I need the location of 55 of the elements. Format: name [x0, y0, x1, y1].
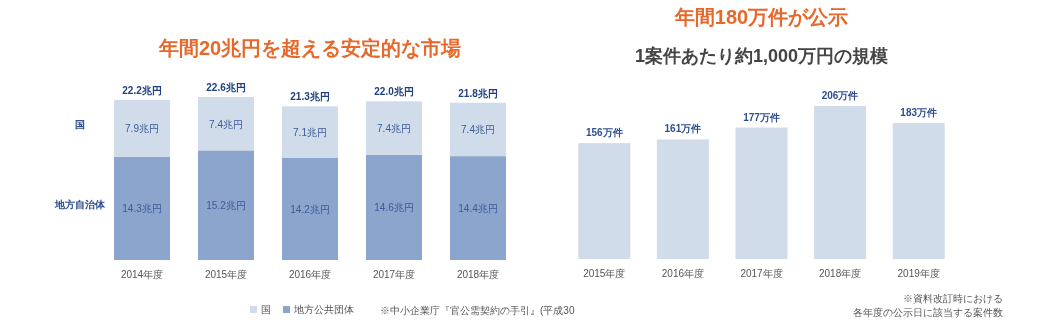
text: ※資料改訂時における: [903, 293, 1003, 304]
bar: [114, 156, 170, 260]
bar: [198, 150, 254, 260]
bar: [282, 106, 338, 158]
bar: [114, 99, 170, 157]
chart-title: 年間20兆円を超える安定的な市場: [157, 37, 462, 59]
data-label: 14.2兆円: [290, 203, 330, 215]
chart-title: 年間180万件が公示: [673, 6, 849, 28]
data-label: 15.2兆円: [206, 200, 246, 212]
data-label: 7.4兆円: [377, 123, 411, 135]
x-tick-label: 2016年度: [288, 269, 332, 280]
bar: [282, 157, 338, 260]
data-label: 14.3兆円: [122, 203, 162, 215]
text: ※中小企業庁『官公需契約の手引』(平成30: [380, 305, 575, 316]
x-tick-label: 2014年度: [120, 269, 164, 280]
x-tick-label: 2018年度: [818, 268, 862, 279]
bar: [450, 102, 506, 157]
legend-label: 地方公共団体: [293, 304, 354, 315]
text: 国: [75, 119, 85, 131]
bar: [814, 106, 867, 259]
annotation: 地方自治体: [54, 199, 106, 211]
bar: [366, 154, 422, 260]
bar: [366, 101, 422, 155]
data-label: 206万件: [821, 90, 859, 101]
bar: [735, 127, 788, 259]
bar: [656, 139, 709, 259]
x-tick-label: 2016年度: [661, 268, 705, 279]
x-tick-label: 2019年度: [897, 268, 940, 279]
data-label: 7.4兆円: [461, 124, 495, 136]
total-label: 21.3兆円: [290, 91, 330, 103]
total-label: 22.2兆円: [122, 84, 162, 96]
data-label: 177万件: [743, 111, 780, 123]
text: 各年度の公示日に該当する案件数: [853, 307, 1003, 318]
data-label: 7.1兆円: [293, 126, 327, 138]
data-label: 161万件: [664, 123, 702, 135]
x-tick-label: 2017年度: [372, 269, 416, 280]
bar: [198, 97, 254, 151]
total-label: 22.0兆円: [374, 86, 414, 98]
bar: [892, 123, 945, 259]
legend-label: 国: [261, 304, 271, 315]
x-tick-label: 2018年度: [456, 269, 500, 280]
total-label: 21.8兆円: [458, 87, 498, 99]
data-label: 156万件: [585, 127, 623, 139]
bar: [450, 156, 506, 260]
x-tick-label: 2017年度: [740, 268, 783, 279]
data-label: 7.4兆円: [209, 118, 243, 130]
data-label: 7.9兆円: [125, 123, 159, 135]
total-label: 22.6兆円: [206, 82, 246, 93]
data-label: 14.4兆円: [458, 203, 498, 215]
chart-subtitle: 1案件あたり約1,000万円の規模: [634, 46, 889, 66]
x-tick-label: 2015年度: [204, 269, 248, 280]
data-label: 14.6兆円: [374, 202, 414, 214]
bar: [578, 143, 631, 259]
data-label: 183万件: [900, 107, 938, 119]
x-tick-label: 2015年度: [583, 268, 626, 279]
